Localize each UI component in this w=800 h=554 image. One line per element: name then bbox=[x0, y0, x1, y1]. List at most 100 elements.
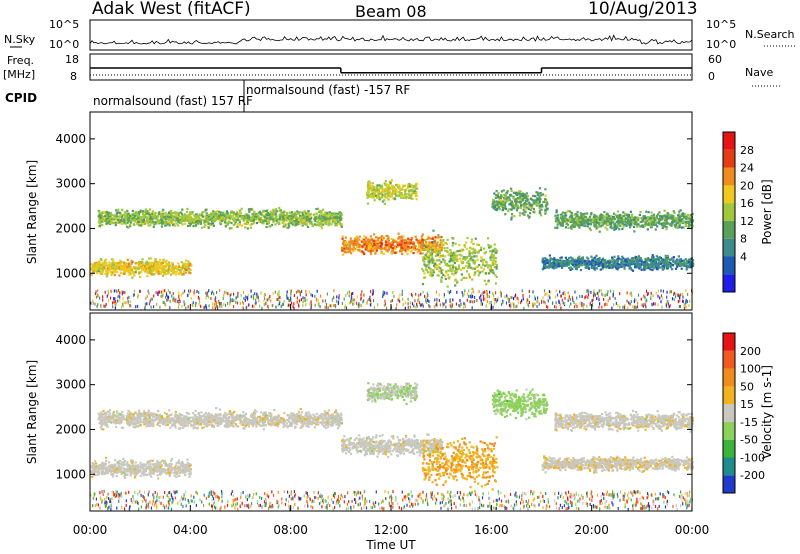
echo-cell bbox=[188, 271, 191, 274]
echo-cell bbox=[113, 274, 116, 277]
echo-cell bbox=[241, 216, 244, 219]
echo-cell bbox=[110, 218, 113, 221]
echo-cell bbox=[123, 269, 126, 272]
echo-cell bbox=[161, 274, 165, 277]
echo-cell bbox=[295, 216, 298, 219]
echo-cell bbox=[438, 263, 441, 266]
echo-cell bbox=[494, 251, 498, 254]
echo-cell bbox=[121, 214, 124, 217]
echo-cell bbox=[122, 222, 125, 225]
echo-cell bbox=[376, 239, 379, 242]
echo-cell bbox=[301, 211, 304, 214]
echo-cell bbox=[252, 222, 255, 225]
echo-cell bbox=[567, 226, 570, 229]
echo-cell bbox=[521, 197, 524, 200]
echo-cell bbox=[582, 224, 585, 227]
echo-cell bbox=[436, 254, 439, 257]
echo-cell bbox=[608, 259, 611, 262]
echo-cell bbox=[556, 214, 559, 217]
echo-cell bbox=[558, 222, 561, 225]
echo-cell bbox=[160, 261, 163, 264]
echo-cell bbox=[178, 221, 181, 224]
echo-cell bbox=[317, 207, 320, 210]
echo-cell bbox=[278, 214, 281, 217]
echo-cell bbox=[575, 218, 578, 222]
echo-cell bbox=[132, 273, 135, 276]
echo-cell bbox=[278, 218, 281, 221]
echo-cell bbox=[616, 210, 619, 213]
echo-cell bbox=[401, 252, 404, 256]
echo-cell bbox=[144, 213, 147, 216]
echo-cell bbox=[611, 215, 614, 218]
echo-cell bbox=[638, 259, 641, 262]
echo-cell bbox=[535, 199, 538, 202]
echo-cell bbox=[172, 218, 175, 221]
echo-cell bbox=[243, 215, 246, 218]
echo-cell bbox=[327, 214, 330, 217]
echo-cell bbox=[496, 203, 499, 206]
echo-cell bbox=[307, 210, 310, 213]
echo-cell bbox=[491, 203, 494, 206]
echo-cell bbox=[194, 221, 197, 224]
echo-cell bbox=[366, 184, 370, 187]
echo-cell bbox=[469, 266, 472, 269]
echo-cell bbox=[116, 270, 119, 274]
echo-cell bbox=[569, 219, 572, 222]
echo-cell bbox=[661, 265, 664, 268]
echo-cell bbox=[384, 246, 387, 249]
echo-cell bbox=[212, 218, 216, 221]
echo-cell bbox=[680, 267, 683, 270]
echo-cell bbox=[141, 261, 144, 264]
echo-cell bbox=[194, 224, 197, 227]
echo-cell bbox=[594, 223, 597, 226]
echo-cell bbox=[407, 249, 410, 252]
echo-cell bbox=[577, 257, 580, 260]
echo-cell bbox=[687, 262, 690, 265]
echo-cell bbox=[454, 265, 457, 269]
echo-cell bbox=[423, 248, 426, 251]
echo-cell bbox=[611, 258, 614, 261]
echo-cell bbox=[679, 216, 682, 219]
echo-cell bbox=[386, 250, 389, 253]
echo-cell bbox=[134, 213, 137, 216]
echo-cell bbox=[373, 194, 376, 197]
echo-cell bbox=[305, 216, 308, 219]
echo-cell bbox=[90, 263, 93, 266]
echo-cell bbox=[378, 241, 381, 245]
echo-cell bbox=[244, 217, 247, 220]
echo-cell bbox=[451, 253, 454, 257]
echo-cell bbox=[450, 269, 453, 273]
echo-cell bbox=[172, 223, 175, 226]
echo-cell bbox=[220, 213, 223, 216]
echo-cell bbox=[678, 218, 681, 221]
echo-cell bbox=[145, 260, 148, 263]
echo-cell bbox=[142, 211, 145, 214]
echo-cell bbox=[122, 266, 125, 270]
echo-cell bbox=[204, 218, 207, 221]
echo-cell bbox=[442, 243, 445, 246]
echo-cell bbox=[474, 249, 477, 252]
echo-cell bbox=[127, 226, 130, 229]
echo-cell bbox=[683, 264, 686, 267]
echo-cell bbox=[409, 247, 412, 250]
echo-cell bbox=[395, 191, 398, 194]
echo-cell bbox=[162, 260, 165, 263]
echo-cell bbox=[387, 192, 390, 195]
echo-cell bbox=[196, 218, 199, 221]
echo-cell bbox=[620, 258, 624, 262]
echo-cell bbox=[238, 212, 241, 215]
echo-cell bbox=[362, 241, 365, 244]
echo-cell bbox=[556, 223, 559, 226]
echo-cell bbox=[217, 215, 220, 218]
echo-cell bbox=[559, 217, 562, 220]
echo-cell bbox=[128, 225, 132, 228]
echo-cell bbox=[288, 219, 291, 222]
echo-cell bbox=[434, 242, 437, 245]
echo-cell bbox=[137, 264, 141, 267]
echo-cell bbox=[478, 263, 481, 267]
echo-cell bbox=[383, 182, 386, 185]
echo-cell bbox=[555, 263, 558, 266]
echo-cell bbox=[567, 257, 570, 260]
echo-cell bbox=[272, 221, 275, 224]
echo-cell bbox=[330, 212, 333, 215]
